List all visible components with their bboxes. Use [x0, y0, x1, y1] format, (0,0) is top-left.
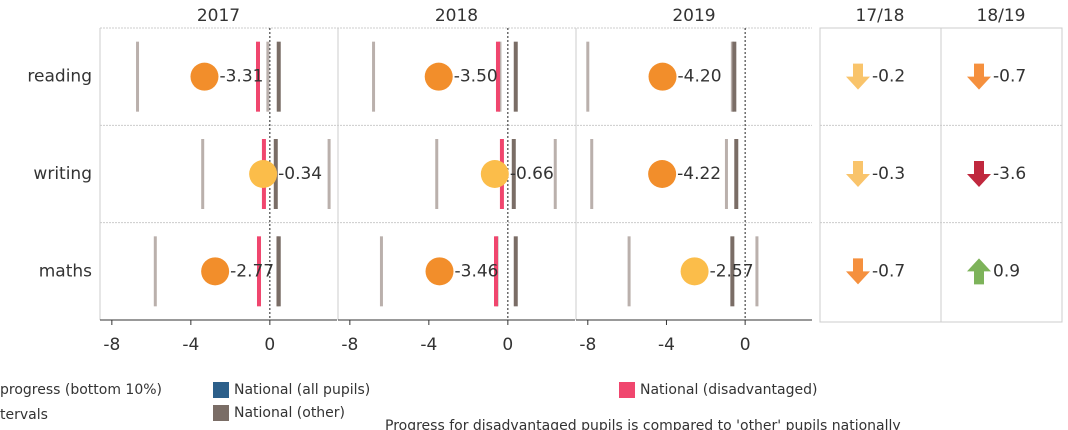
confidence-interval	[379, 236, 383, 307]
change-header: 18/19	[977, 6, 1026, 26]
legend-swatch	[619, 382, 635, 398]
dot	[648, 160, 677, 188]
dot	[680, 257, 709, 286]
panel-title: 2017	[197, 6, 240, 26]
value-label: -4.22	[677, 164, 721, 184]
change-label: -0.7	[872, 261, 905, 281]
value-label: -2.57	[710, 261, 754, 281]
note: Progress for disadvantaged pupils is com…	[385, 418, 901, 430]
panel-title: 2019	[672, 6, 715, 26]
row-label: writing	[33, 164, 92, 184]
confidence-interval	[586, 41, 590, 112]
change-arrow	[846, 258, 870, 285]
national-disadvantaged	[495, 41, 500, 112]
confidence-interval	[553, 139, 557, 209]
change-label: -0.3	[872, 164, 905, 184]
x-tick-label: -4	[420, 335, 437, 355]
change-arrow	[967, 63, 991, 90]
change-arrow	[967, 161, 991, 187]
change-label: 0.9	[993, 261, 1020, 281]
change-arrow	[967, 258, 991, 285]
panel-title: 2018	[435, 6, 478, 26]
change-label: -0.7	[993, 67, 1026, 87]
row-label: reading	[27, 67, 92, 87]
confidence-interval	[724, 139, 728, 209]
confidence-interval	[435, 139, 439, 209]
confidence-interval	[327, 139, 331, 209]
national-other	[730, 236, 735, 307]
dot	[648, 62, 677, 91]
legend-label: National (disadvantaged)	[640, 382, 817, 398]
change-arrow	[846, 161, 870, 187]
national-disadvantaged	[256, 41, 260, 112]
legend-label: National (all pupils)	[234, 382, 370, 398]
value-label: -3.31	[219, 67, 263, 87]
legend-label: National (other)	[234, 405, 345, 421]
national-disadvantaged	[494, 236, 498, 307]
national-other	[732, 41, 737, 112]
x-tick-label: 0	[264, 335, 275, 355]
value-label: -0.66	[510, 164, 554, 184]
legend-label: tervals	[0, 407, 48, 423]
x-tick-label: -8	[341, 335, 358, 355]
x-tick-label: -8	[579, 335, 596, 355]
confidence-interval	[590, 139, 594, 209]
confidence-interval	[755, 236, 759, 307]
confidence-interval	[201, 139, 205, 209]
dot	[480, 160, 509, 188]
value-label: -0.34	[278, 164, 322, 184]
value-label: -3.46	[455, 261, 499, 281]
change-label: -3.6	[993, 164, 1026, 184]
x-tick-label: 0	[740, 335, 751, 355]
dot	[201, 257, 230, 286]
row-label: maths	[39, 261, 92, 281]
national-other	[511, 139, 516, 209]
legend-swatch	[213, 405, 229, 421]
national-other	[276, 41, 281, 112]
legend-label: progress (bottom 10%)	[0, 382, 162, 398]
value-label: -4.20	[678, 67, 722, 87]
confidence-interval	[136, 41, 140, 112]
dot	[190, 62, 219, 91]
dot	[424, 62, 453, 91]
legend-swatch	[213, 382, 229, 398]
value-label: -3.50	[454, 67, 498, 87]
national-other	[276, 236, 281, 307]
national-other	[734, 139, 739, 209]
x-tick-label: -8	[103, 335, 120, 355]
x-tick-label: -4	[182, 335, 199, 355]
x-tick-label: 0	[502, 335, 513, 355]
x-tick-label: -4	[658, 335, 675, 355]
national-other	[513, 236, 518, 307]
value-label: -2.77	[230, 261, 274, 281]
confidence-interval	[372, 41, 376, 112]
confidence-interval	[627, 236, 631, 307]
confidence-interval	[266, 41, 270, 112]
dot	[249, 160, 278, 188]
national-other	[513, 41, 518, 112]
change-arrow	[846, 63, 870, 90]
change-label: -0.2	[872, 67, 905, 87]
dot	[425, 257, 454, 286]
confidence-interval	[153, 236, 157, 307]
national-disadvantaged	[256, 236, 261, 307]
change-header: 17/18	[856, 6, 905, 26]
